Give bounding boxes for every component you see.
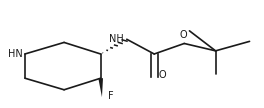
Text: O: O [179, 30, 187, 40]
Text: F: F [109, 91, 114, 101]
Text: NH: NH [109, 34, 124, 44]
Text: O: O [158, 70, 166, 80]
Polygon shape [98, 78, 103, 97]
Text: HN: HN [8, 49, 22, 59]
